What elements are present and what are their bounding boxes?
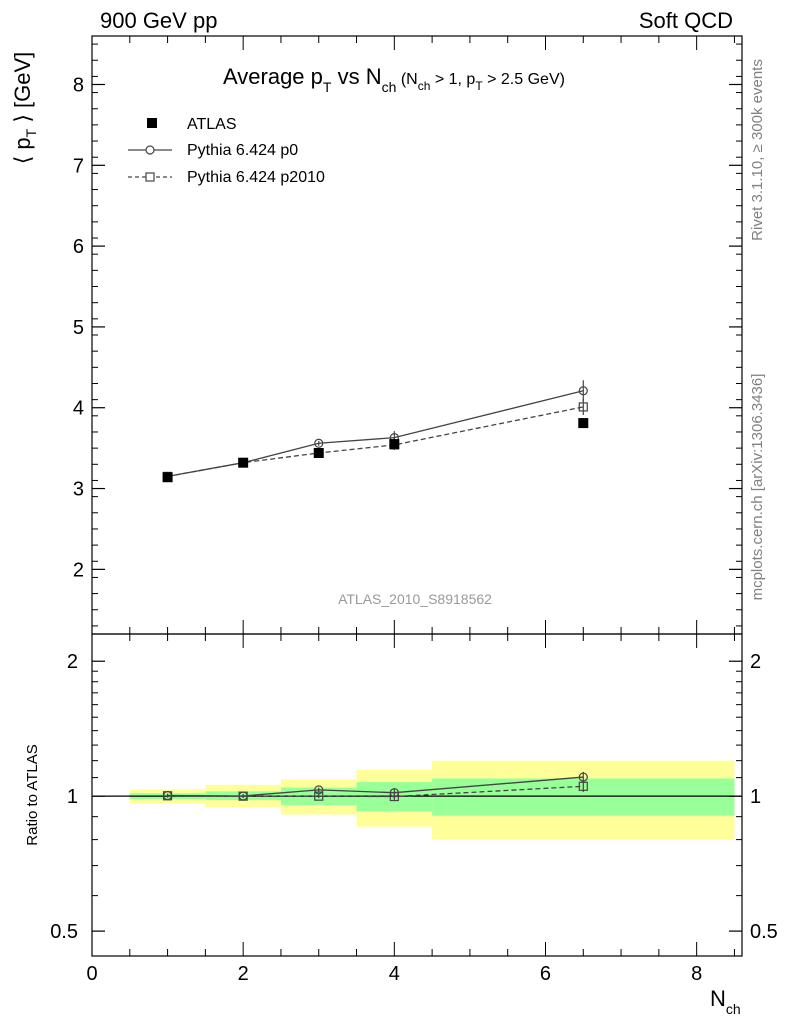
y-tick-label: 4	[73, 398, 84, 420]
legend-label-p0: Pythia 6.424 p0	[187, 142, 298, 159]
ratio-y-axis-label: Ratio to ATLAS	[24, 744, 41, 845]
x-tick-label: 8	[691, 963, 702, 985]
data-point	[578, 402, 588, 412]
legend-label-atlas: ATLAS	[187, 116, 237, 133]
data-point	[314, 791, 324, 801]
ratio-y-tick-label: 0.5	[50, 921, 78, 943]
y-tick-label: 5	[73, 317, 84, 339]
x-tick-label: 0	[86, 963, 97, 985]
data-point	[238, 791, 248, 801]
analysis-watermark: ATLAS_2010_S8918562	[338, 591, 492, 607]
ratio-panel: 0.5 0.5 1 1 2 2 0 2 4 6 8 Ratio to ATLAS Nch	[24, 633, 778, 1017]
series-line	[167, 406, 584, 478]
legend-marker-p2010	[145, 172, 155, 182]
data-point	[578, 386, 588, 396]
main-title: Average pT vs Nch (Nch > 1, pT > 2.5 GeV…	[223, 64, 565, 95]
data-point	[162, 791, 173, 801]
ratio-y-tick-label-right: 0.5	[750, 921, 778, 943]
data-point	[389, 439, 400, 450]
legend-label-p2010: Pythia 6.424 p2010	[187, 169, 325, 186]
y-tick-label: 6	[73, 236, 84, 258]
x-tick-label: 2	[238, 963, 249, 985]
main-panel: 2 3 4 5 6 7 8 Average pT vs Nch (Nch > 1, pT >…	[10, 35, 743, 635]
data-point	[238, 457, 249, 468]
y-tick-label: 2	[73, 559, 84, 581]
ratio-series-dashed-square	[162, 780, 588, 802]
data-point	[313, 447, 324, 458]
y-tick-label: 3	[73, 479, 84, 501]
ratio-y-tick-label-right: 1	[750, 786, 761, 808]
y-tick-label: 8	[73, 74, 84, 96]
y-tick-label: 7	[73, 155, 84, 177]
series-line	[167, 390, 584, 478]
data-point	[314, 438, 324, 448]
ratio-frame	[91, 633, 743, 957]
data-point	[578, 418, 589, 429]
mcplots-note: mcplots.cern.ch [arXiv:1306.3436]	[749, 374, 766, 601]
legend-marker-p0	[145, 145, 155, 155]
data-point	[314, 785, 324, 795]
ratio-y-tick-label-right: 2	[750, 651, 761, 673]
rivet-note: Rivet 3.1.10, ≥ 300k events	[749, 59, 766, 241]
data-point	[578, 781, 588, 791]
data-point	[162, 472, 173, 483]
x-tick-label: 4	[389, 963, 400, 985]
x-tick-label: 6	[540, 963, 551, 985]
legend-marker-atlas	[147, 118, 157, 128]
header-left: 900 GeV pp	[100, 8, 217, 33]
ratio-y-tick-label: 1	[67, 786, 78, 808]
ratio-y-tick-label: 2	[67, 651, 78, 673]
x-axis-label: Nch	[710, 986, 741, 1017]
main-y-axis-label: ⟨ pT ⟩ [GeV]	[10, 52, 39, 165]
data-point	[389, 791, 399, 802]
legend: ATLAS Pythia 6.424 p0 Pythia 6.424 p2010	[128, 116, 325, 186]
series-line	[167, 785, 584, 798]
header-right: Soft QCD	[639, 8, 733, 33]
series-data	[162, 418, 589, 483]
